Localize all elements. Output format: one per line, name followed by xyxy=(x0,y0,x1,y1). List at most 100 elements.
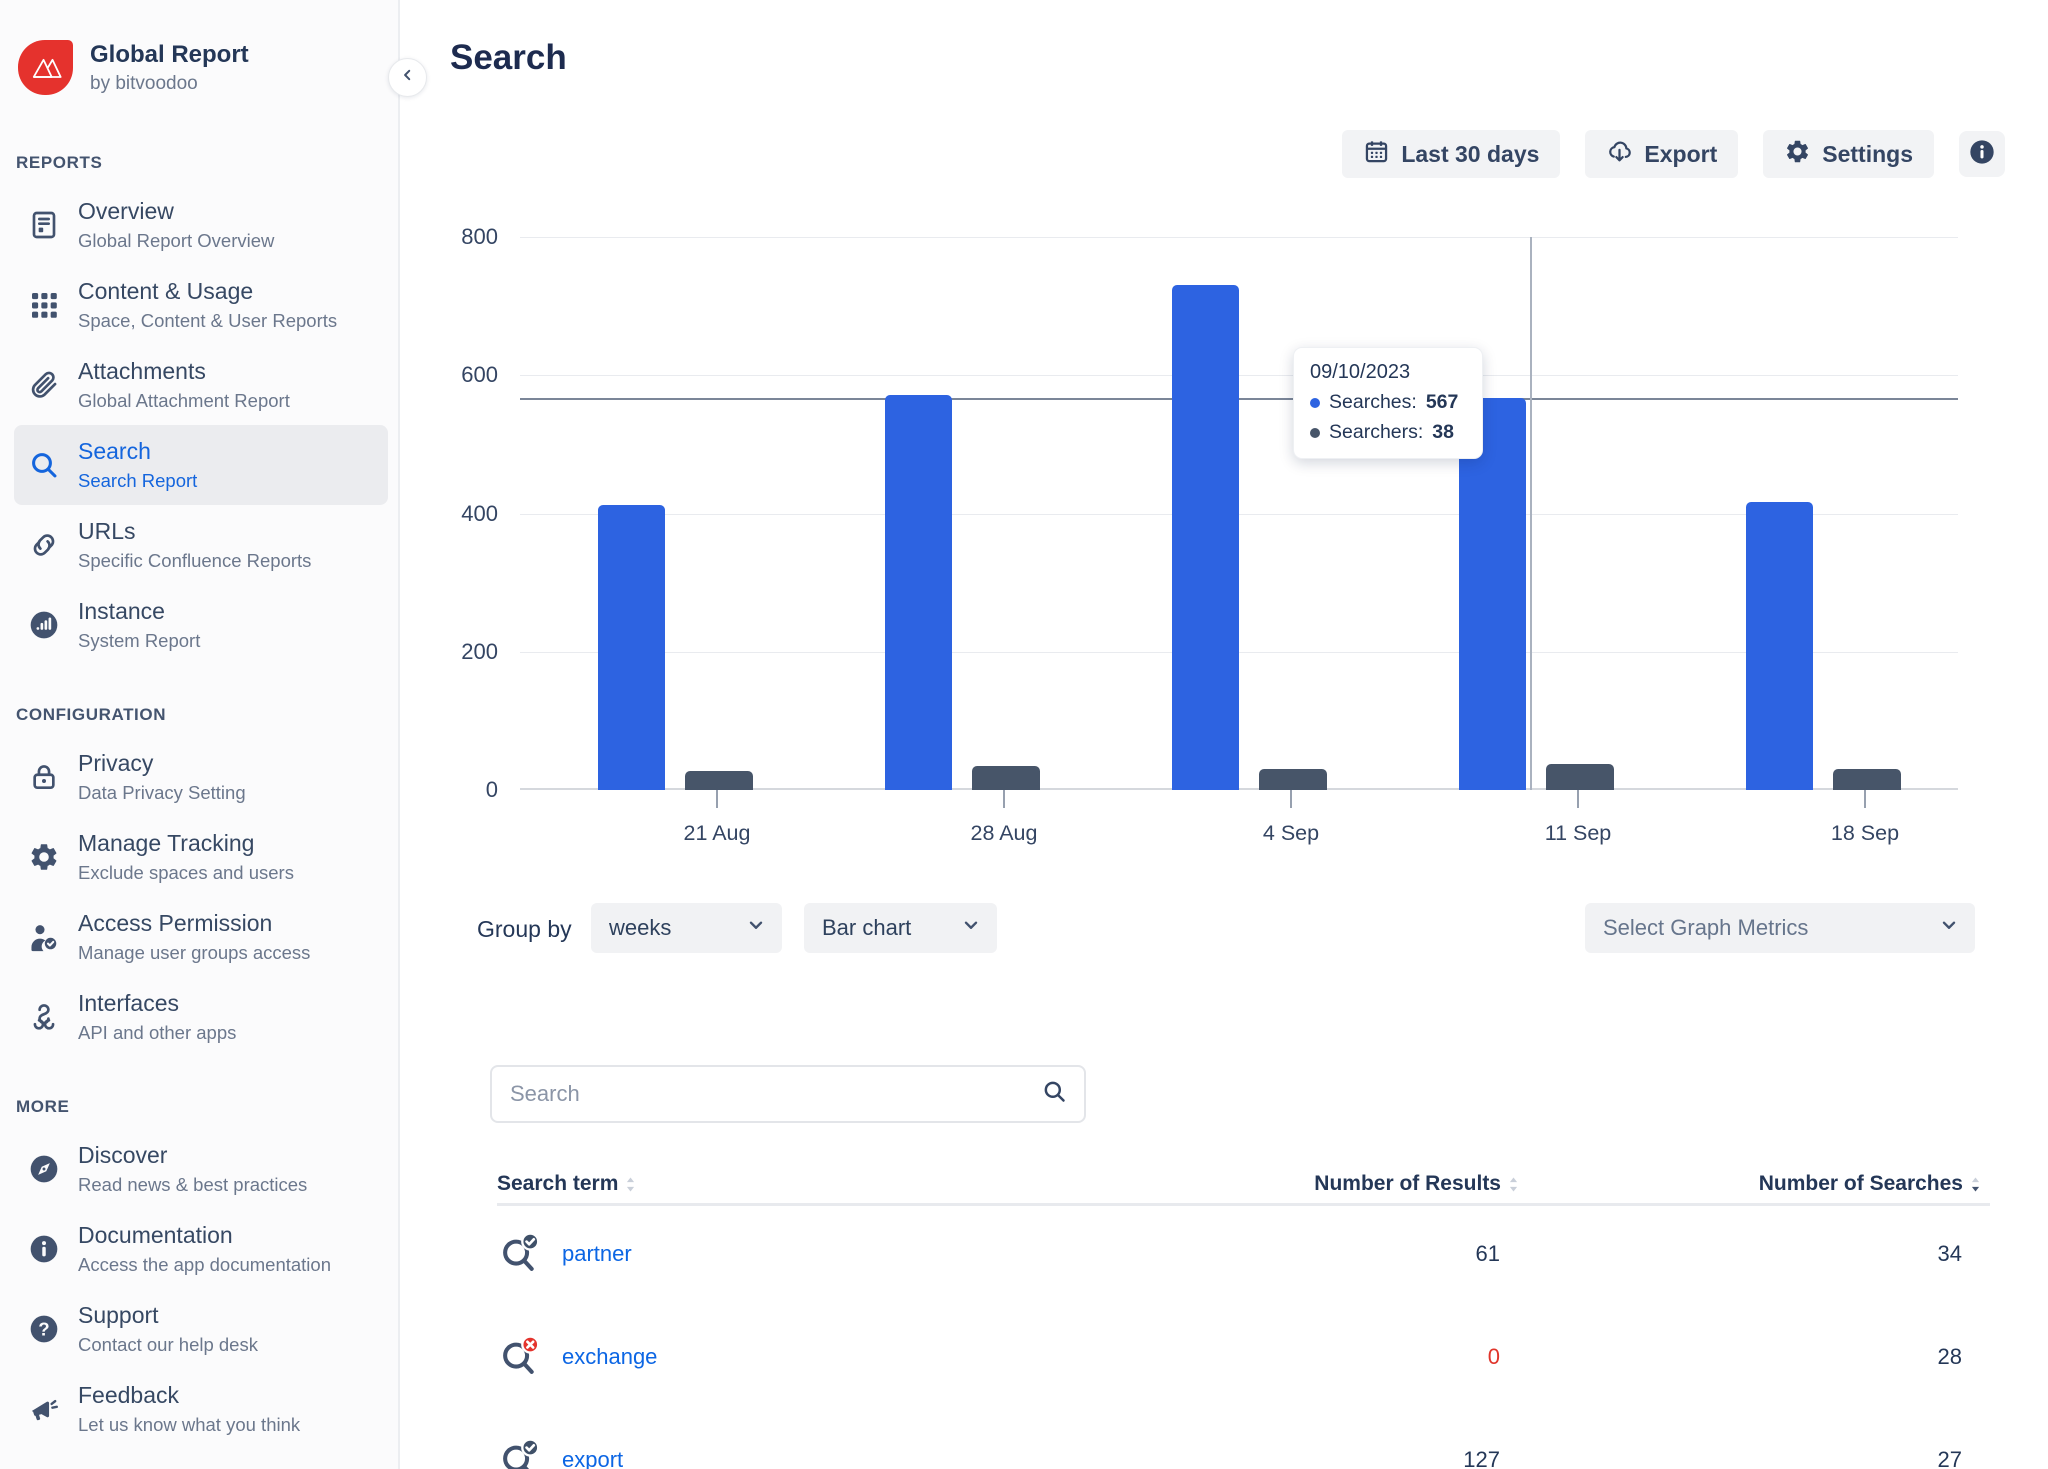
tooltip-date: 09/10/2023 xyxy=(1310,361,1411,383)
searches-dot-icon xyxy=(1310,397,1320,408)
sidebar-item-content-usage[interactable]: Content & Usage Space, Content & User Rep… xyxy=(14,265,388,345)
chart-type-select[interactable]: Bar chart xyxy=(804,903,997,953)
bar-searchers-18-sep[interactable] xyxy=(1833,769,1901,790)
page-title: Search xyxy=(450,38,567,77)
sidebar-item-documentation[interactable]: Documentation Access the app documentatio… xyxy=(14,1209,388,1289)
sidebar-item-access-permission[interactable]: Access Permission Manage user groups acce… xyxy=(14,897,388,977)
sidebar-item-manage-tracking[interactable]: Manage Tracking Exclude spaces and users xyxy=(14,817,388,897)
x-axis-label-4-sep: 4 Sep xyxy=(1262,821,1320,845)
sidebar-item-title: Interfaces xyxy=(78,990,179,1017)
bar-searchers-21-aug[interactable] xyxy=(685,771,753,790)
user-check-icon xyxy=(28,921,60,953)
column-label: Search term xyxy=(497,1172,619,1195)
bar-searchers-11-sep[interactable] xyxy=(1546,764,1614,790)
tooltip-searchers-value: 38 xyxy=(1432,421,1454,443)
x-axis-label-28-aug: 28 Aug xyxy=(970,821,1038,845)
compass-icon xyxy=(28,1153,60,1185)
chevron-down-icon xyxy=(960,914,982,942)
info-button[interactable] xyxy=(1959,131,2005,177)
svg-text:?: ? xyxy=(38,1319,49,1340)
sidebar-item-search[interactable]: Search Search Report xyxy=(14,425,388,505)
column-header-search-term[interactable]: Search term xyxy=(497,1172,637,1196)
document-icon xyxy=(28,209,60,241)
gridline-y-800 xyxy=(520,237,1958,238)
export-button[interactable]: Export xyxy=(1585,130,1739,178)
column-header-number-of-searches[interactable]: Number of Searches xyxy=(1759,1172,1982,1196)
searches-count: 27 xyxy=(1937,1447,1962,1469)
sidebar-item-subtitle: System Report xyxy=(78,629,201,651)
date-range-button[interactable]: Last 30 days xyxy=(1342,130,1561,178)
y-axis-label-400: 400 xyxy=(461,501,498,526)
sidebar-item-subtitle: Global Report Overview xyxy=(78,229,275,251)
sidebar-item-subtitle: Search Report xyxy=(78,469,198,491)
graph-metrics-placeholder: Select Graph Metrics xyxy=(1603,915,1809,940)
tooltip-searchers-row: Searchers: 38 xyxy=(1310,421,1466,444)
bar-chart: 0 200 400 600 800 21 Aug 28 Aug 4 Sep 11 Sep 18 S… xyxy=(461,224,1958,845)
section-label-more: MORE xyxy=(16,1097,70,1116)
bar-searchers-4-sep[interactable] xyxy=(1259,769,1327,790)
sidebar-item-subtitle: Specific Confluence Reports xyxy=(78,549,312,571)
sidebar-item-discover[interactable]: Discover Read news & best practices xyxy=(14,1129,388,1209)
app-byline: by bitvoodoo xyxy=(90,72,198,94)
search-term-link[interactable]: export xyxy=(562,1447,624,1469)
sidebar-item-attachments[interactable]: Attachments Global Attachment Report xyxy=(14,345,388,425)
bar-searchers-28-aug[interactable] xyxy=(972,766,1040,790)
sidebar-item-title: Feedback xyxy=(78,1382,180,1409)
x-tick-18-sep xyxy=(1864,790,1866,808)
search-input[interactable] xyxy=(510,1081,1041,1107)
sidebar-item-title: URLs xyxy=(78,518,136,545)
search-success-icon xyxy=(497,1437,543,1469)
search-term-link[interactable]: partner xyxy=(562,1241,632,1266)
sidebar-item-feedback[interactable]: Feedback Let us know what you think xyxy=(14,1369,388,1449)
sidebar-item-title: Attachments xyxy=(78,358,206,385)
crosshair-vertical xyxy=(1530,237,1532,790)
column-label: Number of Searches xyxy=(1758,1172,1963,1195)
bar-searches-18-sep[interactable] xyxy=(1746,502,1813,790)
toolbar: Last 30 days Export Settings xyxy=(1342,130,2005,178)
sidebar-item-title: Manage Tracking xyxy=(78,830,255,857)
app-name: Global Report xyxy=(90,40,249,68)
export-label: Export xyxy=(1644,140,1718,167)
gear-icon xyxy=(28,841,60,873)
bar-searches-21-aug[interactable] xyxy=(598,505,665,790)
sidebar-item-urls[interactable]: URLs Specific Confluence Reports xyxy=(14,505,388,585)
question-icon: ? xyxy=(28,1313,60,1345)
search-success-icon xyxy=(497,1231,543,1277)
sidebar-collapse-button[interactable] xyxy=(388,58,427,97)
table-search xyxy=(490,1065,1086,1123)
sidebar-item-subtitle: Access the app documentation xyxy=(78,1253,331,1275)
x-tick-21-aug xyxy=(716,790,718,808)
sort-unsorted-icon xyxy=(624,1176,637,1193)
cloud-download-icon xyxy=(1606,138,1633,171)
settings-button[interactable]: Settings xyxy=(1763,130,1934,178)
x-axis-label-11-sep: 11 Sep xyxy=(1544,821,1612,845)
sidebar-item-title: Search xyxy=(78,438,151,465)
sidebar-item-support[interactable]: ? Support Contact our help desk xyxy=(14,1289,388,1369)
x-tick-28-aug xyxy=(1003,790,1005,808)
sidebar-item-privacy[interactable]: Privacy Data Privacy Setting xyxy=(14,737,388,817)
tooltip-searches-row: Searches: 567 xyxy=(1310,391,1466,414)
chevron-left-icon xyxy=(398,65,418,90)
sidebar-item-instance[interactable]: Instance System Report xyxy=(14,585,388,665)
y-axis-label-200: 200 xyxy=(461,639,498,664)
graph-metrics-select[interactable]: Select Graph Metrics xyxy=(1585,903,1975,953)
group-by-select[interactable]: weeks xyxy=(591,903,782,953)
results-count: 61 xyxy=(1475,1241,1500,1266)
sidebar-item-overview[interactable]: Overview Global Report Overview xyxy=(14,185,388,265)
sidebar-item-interfaces[interactable]: Interfaces API and other apps xyxy=(14,977,388,1057)
app-branding: Global Report by bitvoodoo xyxy=(0,0,398,95)
x-tick-11-sep xyxy=(1577,790,1579,808)
column-header-number-of-results[interactable]: Number of Results xyxy=(1314,1172,1520,1196)
bar-searches-28-aug[interactable] xyxy=(885,395,952,790)
sidebar-nav: REPORTS Overview Global Report Overview Con… xyxy=(0,95,398,1449)
x-axis-label-18-sep: 18 Sep xyxy=(1830,821,1900,845)
search-term-link[interactable]: exchange xyxy=(562,1344,658,1369)
sidebar-item-title: Instance xyxy=(78,598,165,625)
bar-searches-4-sep[interactable] xyxy=(1172,285,1239,790)
calendar-icon xyxy=(1363,138,1390,171)
sort-unsorted-icon xyxy=(1507,1176,1520,1193)
section-label-configuration: CONFIGURATION xyxy=(16,705,167,724)
megaphone-icon xyxy=(28,1393,60,1425)
sidebar-item-title: Support xyxy=(78,1302,159,1329)
bar-searches-11-sep[interactable] xyxy=(1459,398,1526,790)
